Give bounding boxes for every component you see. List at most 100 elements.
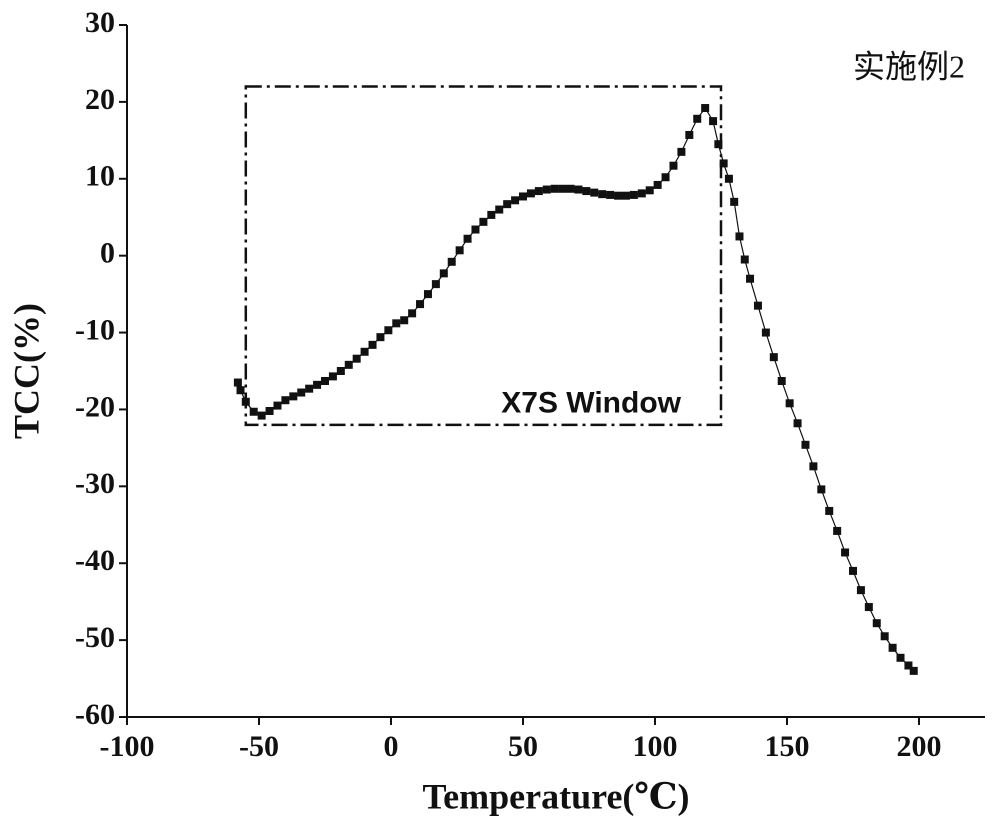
data-point <box>542 185 551 194</box>
x-tick-label: 200 <box>897 730 942 763</box>
data-point <box>677 147 686 156</box>
x-tick-label: 150 <box>765 730 810 763</box>
data-point <box>423 290 432 299</box>
data-point <box>392 319 401 328</box>
data-point <box>241 397 250 406</box>
data-point <box>313 380 322 389</box>
data-point <box>904 661 913 670</box>
data-point <box>621 191 630 200</box>
y-tick-label: -60 <box>75 698 115 731</box>
data-point <box>400 316 409 325</box>
y-tick-label: -30 <box>75 467 115 500</box>
data-point <box>257 411 266 420</box>
data-point <box>606 190 615 199</box>
x-tick-label: 100 <box>633 730 678 763</box>
x-tick-label: -100 <box>100 730 155 763</box>
data-point <box>833 526 842 535</box>
data-point <box>864 603 873 612</box>
data-point <box>336 367 345 375</box>
data-point <box>753 301 762 310</box>
y-tick-label: 30 <box>85 6 115 39</box>
data-point <box>249 407 258 416</box>
data-point <box>801 440 810 449</box>
data-point <box>495 205 504 214</box>
data-point <box>817 485 826 494</box>
data-point <box>503 200 512 209</box>
data-point <box>714 140 723 149</box>
data-point <box>550 184 559 193</box>
data-point <box>872 619 881 628</box>
data-point <box>289 392 298 401</box>
y-tick-label: 10 <box>85 160 115 193</box>
data-point <box>566 184 575 193</box>
x-tick-label: 0 <box>384 730 399 763</box>
data-point <box>719 159 728 168</box>
data-point <box>735 232 744 241</box>
data-point <box>896 653 905 662</box>
data-point <box>352 354 361 363</box>
data-point <box>511 196 520 205</box>
data-point <box>281 396 290 405</box>
data-point <box>730 197 739 206</box>
data-point <box>321 376 329 385</box>
data-point <box>328 372 337 381</box>
data-point <box>236 386 245 395</box>
data-point <box>344 360 353 369</box>
data-point <box>416 300 425 309</box>
data-point <box>669 161 678 170</box>
data-point <box>305 384 314 393</box>
data-point <box>431 280 440 289</box>
data-point <box>709 117 718 126</box>
data-point <box>809 462 818 471</box>
y-axis-title: TCC(%) <box>6 303 46 439</box>
data-point <box>740 255 749 264</box>
data-point <box>447 257 456 266</box>
y-tick-label: -20 <box>75 390 115 423</box>
data-point <box>471 225 480 234</box>
annotation: 实施例2 <box>853 48 965 84</box>
data-point <box>408 309 417 318</box>
data-point <box>888 643 897 652</box>
data-point <box>701 104 710 113</box>
data-point <box>880 632 889 641</box>
data-point <box>384 326 393 335</box>
data-point <box>693 114 702 123</box>
x-tick-label: 50 <box>508 730 538 763</box>
data-point <box>590 188 599 197</box>
data-point <box>265 406 274 415</box>
data-point <box>558 184 567 193</box>
data-point <box>368 340 377 349</box>
data-point <box>519 192 527 201</box>
y-tick-label: -40 <box>75 544 115 577</box>
data-point <box>785 399 794 408</box>
data-point <box>645 186 654 195</box>
y-tick-label: -10 <box>75 313 115 346</box>
x-axis-title: Temperature(℃) <box>422 776 689 816</box>
data-point <box>825 506 834 515</box>
data-point <box>637 189 646 198</box>
data-point <box>629 190 638 199</box>
data-point <box>685 130 694 139</box>
data-point <box>793 419 802 428</box>
data-point <box>455 246 464 255</box>
x-tick-label: -50 <box>239 730 279 763</box>
data-point <box>849 566 857 575</box>
data-point <box>661 173 670 182</box>
data-point <box>761 328 770 337</box>
y-tick-label: -50 <box>75 621 115 654</box>
y-tick-label: 20 <box>85 83 115 116</box>
data-point <box>233 378 242 387</box>
window-label: X7S Window <box>501 387 681 420</box>
data-point <box>614 191 623 200</box>
data-point <box>360 347 369 356</box>
window-box <box>244 85 723 427</box>
data-point <box>769 353 778 362</box>
data-point <box>526 189 535 198</box>
data-point <box>909 666 918 675</box>
data-point <box>841 548 850 557</box>
data-point <box>856 586 865 595</box>
data-point <box>297 388 306 397</box>
data-point <box>777 376 786 385</box>
data-point <box>479 217 488 226</box>
data-point <box>487 210 496 219</box>
